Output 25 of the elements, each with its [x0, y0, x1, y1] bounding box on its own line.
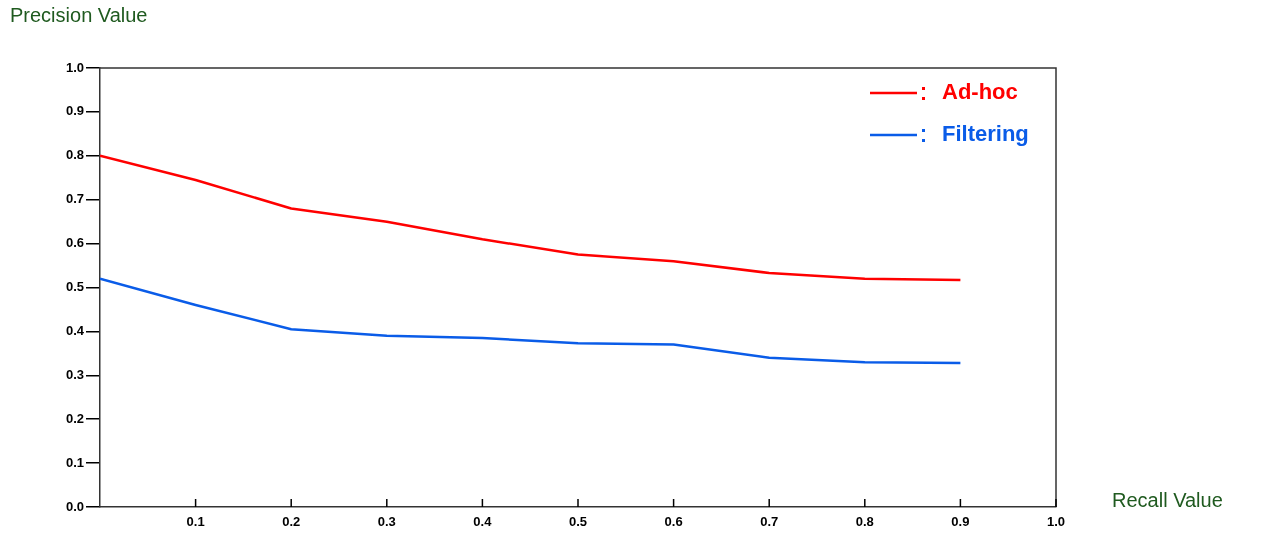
y-tick-label: 0.0	[65, 498, 84, 514]
y-tick-label: 0.2	[65, 410, 84, 426]
x-tick-label: 1.0	[1046, 514, 1066, 530]
y-tick-label: 0.4	[65, 322, 85, 338]
x-tick-label: 0.8	[855, 514, 874, 530]
x-tick-label: 0.2	[282, 514, 301, 530]
x-tick-label: 0.7	[760, 514, 779, 530]
legend-label: Ad-hoc	[942, 79, 1018, 105]
x-tick-label: 0.6	[664, 514, 683, 530]
y-tick-label: 0.6	[65, 235, 84, 251]
x-tick-label: 0.3	[377, 514, 396, 530]
x-tick-label: 0.1	[186, 514, 205, 530]
y-tick-label: 0.9	[65, 103, 84, 119]
y-tick-label: 1.0	[65, 59, 84, 75]
y-tick-label: 0.3	[65, 366, 84, 382]
x-axis-title: Recall Value	[1112, 488, 1223, 511]
y-tick-label: 0.8	[65, 147, 84, 163]
legend-label: Filtering	[942, 121, 1029, 147]
y-axis-title: Precision Value	[10, 3, 148, 26]
y-tick-label: 0.7	[65, 191, 84, 207]
y-tick-label: 0.5	[65, 279, 84, 295]
x-tick-label: 0.4	[473, 514, 493, 530]
x-tick-label: 0.5	[568, 514, 588, 530]
y-tick-label: 0.1	[65, 454, 84, 470]
x-tick-label: 0.9	[951, 514, 970, 530]
